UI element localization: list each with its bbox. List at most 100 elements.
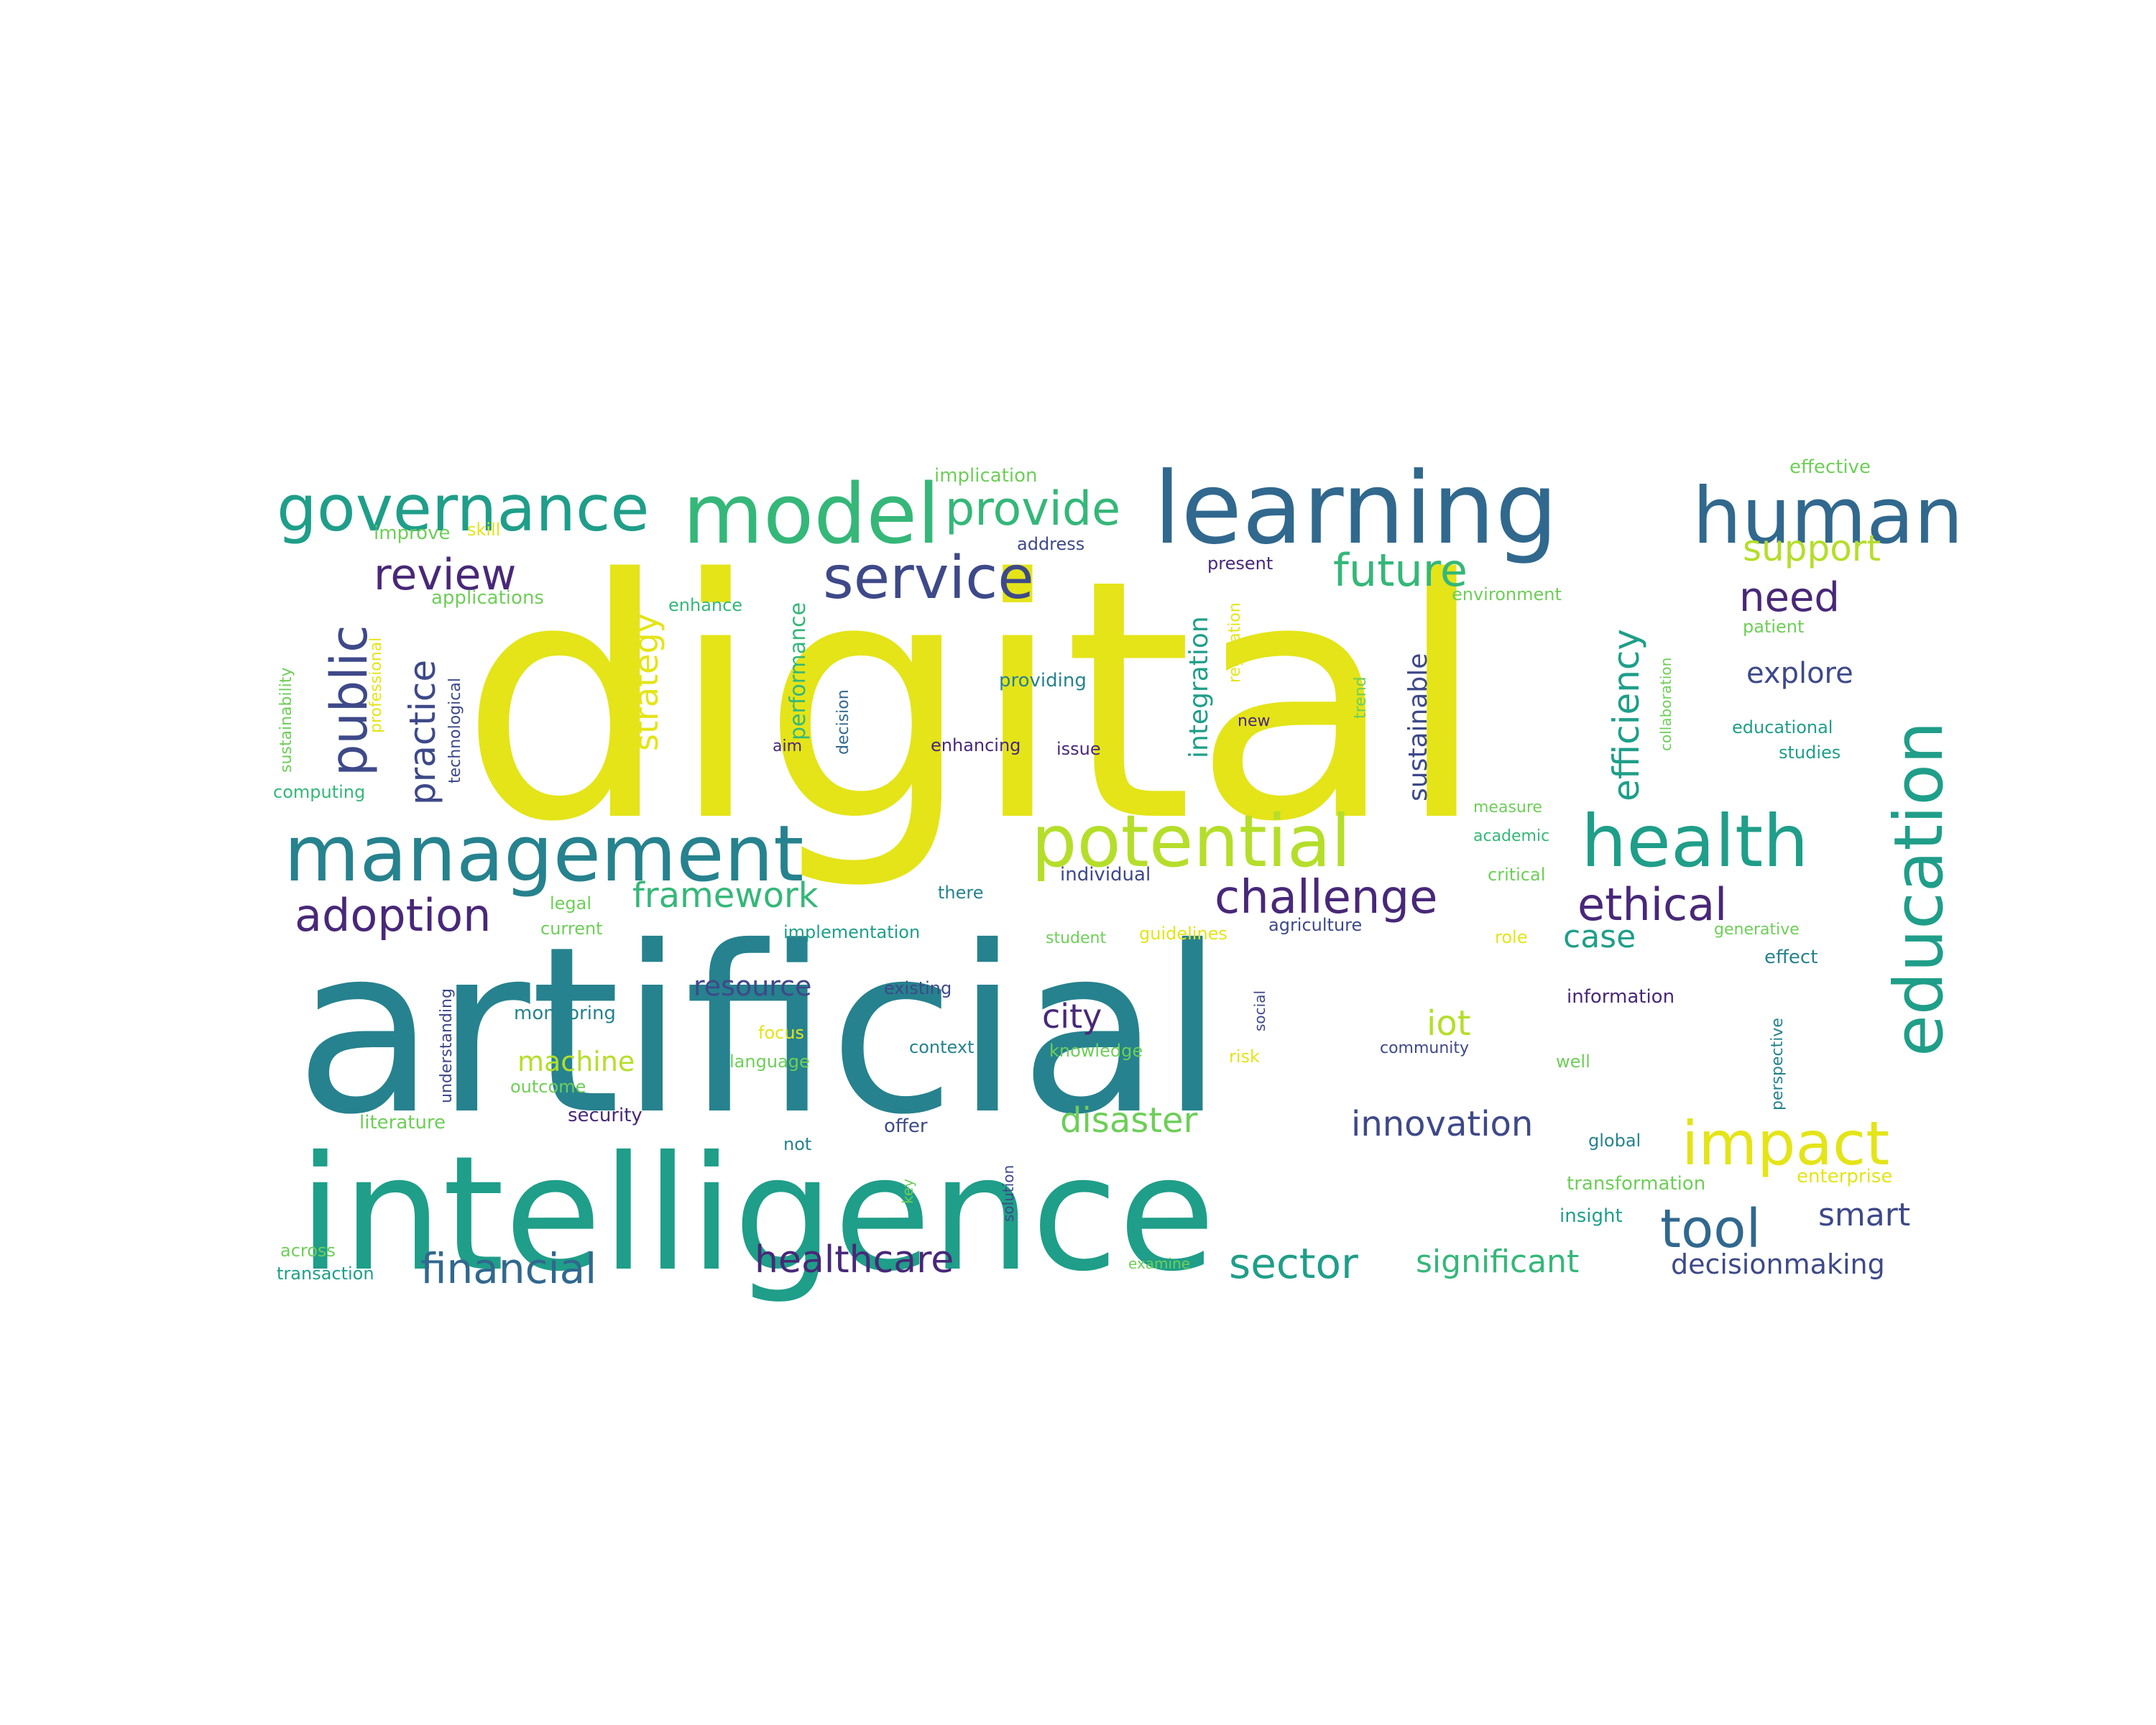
cloud-word-technological: technological — [446, 678, 464, 783]
cloud-word-improve: improve — [374, 523, 450, 544]
cloud-word-health: health — [1581, 799, 1809, 883]
cloud-word-sector: sector — [1229, 1239, 1358, 1288]
cloud-word-student: student — [1046, 929, 1106, 947]
cloud-word-healthcare: healthcare — [755, 1238, 954, 1282]
cloud-word-effective: effective — [1789, 456, 1871, 478]
cloud-word-innovation: innovation — [1351, 1104, 1533, 1144]
cloud-word-tool: tool — [1660, 1198, 1761, 1260]
cloud-word-management: management — [284, 809, 803, 899]
cloud-word-enhance: enhance — [668, 595, 742, 615]
cloud-word-future: future — [1333, 544, 1468, 597]
cloud-word-impact: impact — [1682, 1108, 1889, 1179]
cloud-word-solution: solution — [1000, 1165, 1017, 1222]
cloud-word-support: support — [1743, 528, 1881, 569]
cloud-word-legal: legal — [550, 893, 591, 914]
cloud-word-well: well — [1556, 1052, 1590, 1072]
cloud-word-collaboration: collaboration — [1657, 658, 1674, 751]
cloud-word-financial: financial — [420, 1244, 596, 1293]
cloud-word-provide: provide — [945, 482, 1120, 536]
cloud-word-sustainability: sustainability — [277, 668, 295, 773]
cloud-word-integration: integration — [1184, 616, 1214, 758]
cloud-word-role: role — [1495, 927, 1527, 947]
cloud-word-explore: explore — [1746, 657, 1853, 690]
cloud-word-professional: professional — [367, 638, 385, 733]
cloud-word-education: education — [1880, 722, 1958, 1057]
cloud-word-address: address — [1017, 534, 1084, 554]
cloud-word-resource: resource — [694, 970, 811, 1002]
cloud-word-providing: providing — [999, 670, 1087, 691]
cloud-word-measure: measure — [1473, 799, 1542, 816]
cloud-word-enhancing: enhancing — [931, 735, 1021, 755]
cloud-word-guidelines: guidelines — [1139, 924, 1227, 944]
cloud-word-learning: learning — [1153, 451, 1558, 566]
cloud-word-governance: governance — [277, 472, 650, 546]
cloud-word-understanding: understanding — [438, 988, 456, 1103]
cloud-word-skill: skill — [467, 520, 500, 540]
cloud-word-efficiency: efficiency — [1606, 629, 1647, 801]
cloud-word-ethical: ethical — [1577, 878, 1727, 931]
cloud-word-perspective: perspective — [1769, 1018, 1787, 1110]
cloud-word-monitoring: monitoring — [514, 1003, 616, 1024]
cloud-word-global: global — [1588, 1131, 1641, 1151]
cloud-word-studies: studies — [1779, 742, 1841, 763]
cloud-word-strategy: strategy — [627, 613, 665, 751]
cloud-word-case: case — [1563, 919, 1636, 955]
cloud-word-significant: significant — [1416, 1243, 1579, 1280]
cloud-word-human: human — [1692, 472, 1963, 561]
cloud-word-challenge: challenge — [1215, 871, 1437, 924]
cloud-word-environment: environment — [1452, 584, 1562, 604]
cloud-word-framework: framework — [632, 875, 819, 916]
cloud-word-adoption: adoption — [295, 889, 491, 942]
cloud-word-knowledge: knowledge — [1049, 1041, 1143, 1061]
cloud-word-not: not — [783, 1134, 811, 1154]
cloud-word-across: across — [280, 1241, 336, 1261]
cloud-word-transaction: transaction — [277, 1264, 374, 1284]
cloud-word-security: security — [568, 1105, 642, 1126]
cloud-word-context: context — [909, 1037, 974, 1057]
cloud-word-trend: trend — [1352, 676, 1370, 719]
cloud-word-iot: iot — [1427, 1003, 1471, 1044]
cloud-word-risk: risk — [1229, 1046, 1260, 1067]
cloud-word-community: community — [1380, 1039, 1469, 1057]
cloud-word-city: city — [1042, 997, 1102, 1036]
cloud-word-applications: applications — [431, 587, 544, 609]
cloud-word-focus: focus — [758, 1023, 804, 1043]
cloud-word-model: model — [683, 466, 940, 563]
cloud-word-individual: individual — [1060, 864, 1151, 886]
cloud-word-agriculture: agriculture — [1268, 915, 1362, 935]
cloud-word-sustainable: sustainable — [1404, 653, 1433, 801]
cloud-word-aim: aim — [773, 737, 802, 755]
cloud-word-intelligence: intelligence — [298, 1122, 1215, 1306]
cloud-word-outcome: outcome — [510, 1077, 586, 1097]
cloud-word-generative: generative — [1714, 921, 1800, 939]
cloud-word-new: new — [1238, 712, 1270, 730]
cloud-word-language: language — [729, 1052, 810, 1072]
cloud-word-literature: literature — [359, 1112, 446, 1133]
cloud-word-examine: examine — [1128, 1255, 1190, 1272]
cloud-word-issue: issue — [1056, 739, 1101, 759]
cloud-word-digital: digital — [460, 510, 1488, 894]
cloud-word-implementation: implementation — [783, 922, 920, 942]
cloud-word-present: present — [1207, 553, 1273, 574]
cloud-word-information: information — [1567, 986, 1674, 1008]
cloud-word-service: service — [823, 544, 1034, 612]
cloud-word-practice: practice — [402, 660, 443, 805]
cloud-word-decisionmaking: decisionmaking — [1671, 1248, 1885, 1280]
cloud-word-academic: academic — [1473, 827, 1549, 845]
cloud-word-educational: educational — [1732, 717, 1833, 737]
cloud-word-social: social — [1251, 990, 1268, 1031]
cloud-word-public: public — [320, 625, 379, 776]
cloud-word-machine: machine — [517, 1046, 635, 1077]
cloud-word-computing: computing — [273, 782, 365, 802]
cloud-word-there: there — [938, 883, 984, 903]
cloud-word-artificial: artificial — [295, 898, 1224, 1165]
cloud-word-performance: performance — [786, 602, 811, 740]
cloud-word-smart: smart — [1818, 1197, 1910, 1233]
cloud-word-insight: insight — [1560, 1205, 1623, 1227]
cloud-word-implication: implication — [934, 465, 1038, 487]
cloud-word-effect: effect — [1764, 947, 1818, 968]
cloud-word-transformation: transformation — [1567, 1173, 1705, 1195]
cloud-word-decision: decision — [834, 689, 852, 755]
cloud-word-regulation: regulation — [1226, 602, 1244, 683]
